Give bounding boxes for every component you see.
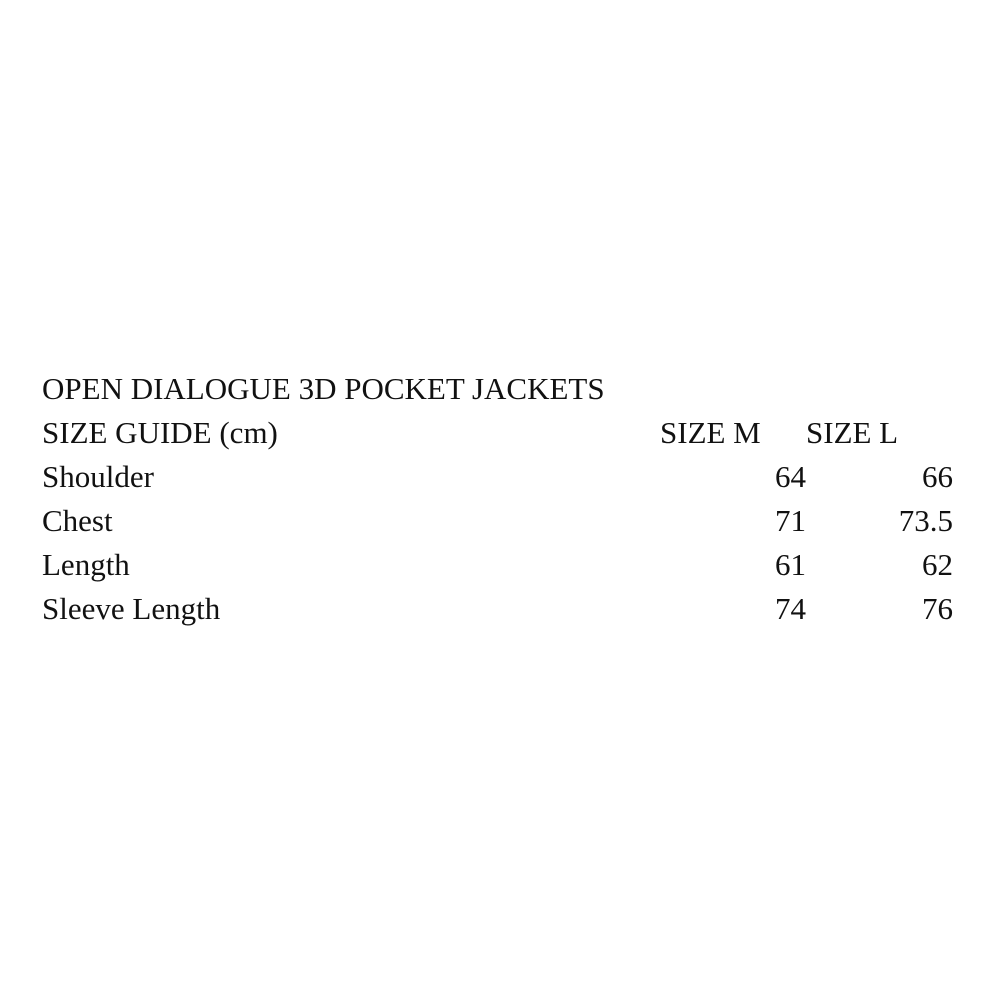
value-size-l: 73.5 [898,503,953,538]
value-size-l: 66 [922,459,953,494]
value-size-m: 61 [775,547,806,582]
row-label: Sleeve Length [42,591,221,626]
size-guide-heading: SIZE GUIDE (cm) [42,415,278,450]
size-guide-table: SIZE GUIDE (cm) SIZE M SIZE L Shoulder 6… [42,411,953,631]
table-row-sleeve-length: Sleeve Length 74 76 [42,587,953,631]
row-label: Shoulder [42,459,154,494]
size-guide-block: OPEN DIALOGUE 3D POCKET JACKETS SIZE GUI… [42,367,953,631]
table-row-chest: Chest 71 73.5 [42,499,953,543]
row-label: Length [42,547,130,582]
table-header-row: SIZE GUIDE (cm) SIZE M SIZE L [42,411,953,455]
table-row-length: Length 61 62 [42,543,953,587]
value-size-m: 64 [775,459,806,494]
product-title: OPEN DIALOGUE 3D POCKET JACKETS [42,371,605,406]
column-header-size-m: SIZE M [660,415,761,450]
table-row-shoulder: Shoulder 64 66 [42,455,953,499]
row-label: Chest [42,503,113,538]
value-size-m: 74 [775,591,806,626]
value-size-m: 71 [775,503,806,538]
value-size-l: 76 [922,591,953,626]
value-size-l: 62 [922,547,953,582]
column-header-size-l: SIZE L [806,415,899,450]
